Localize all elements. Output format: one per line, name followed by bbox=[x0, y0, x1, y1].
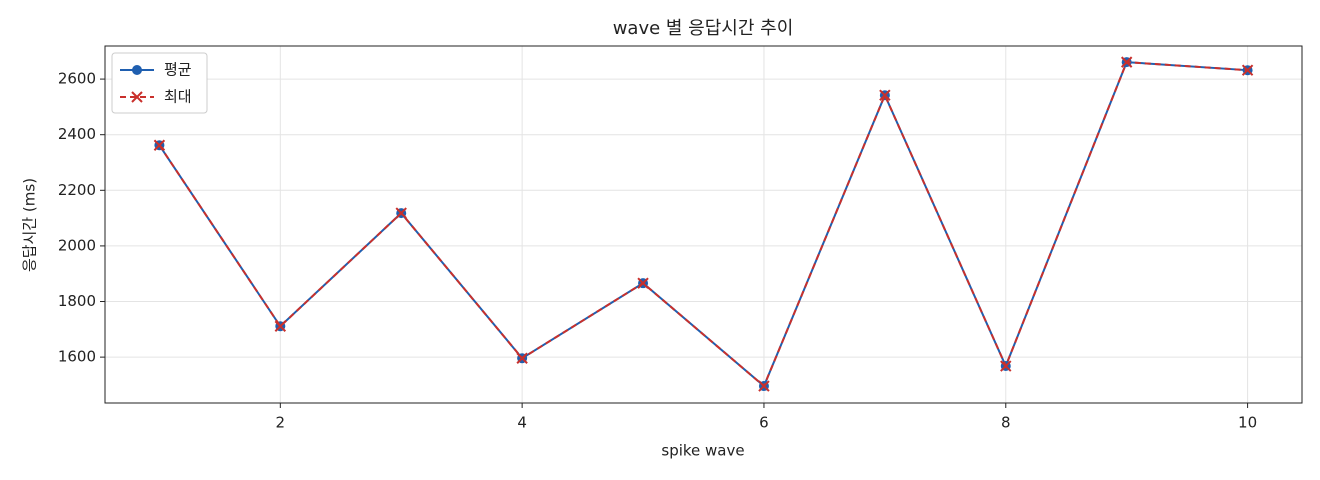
marker bbox=[395, 207, 407, 219]
x-tick-label: 10 bbox=[1238, 414, 1257, 432]
y-tick-label: 2200 bbox=[58, 181, 96, 199]
y-tick-label: 2400 bbox=[58, 125, 96, 143]
series-line bbox=[158, 61, 1248, 388]
marker bbox=[1241, 64, 1254, 76]
marker bbox=[1000, 360, 1012, 372]
y-tick-label: 1800 bbox=[58, 292, 96, 310]
chart-title: wave 별 응답시간 추이 bbox=[613, 18, 794, 39]
marker bbox=[131, 91, 143, 103]
marker bbox=[132, 65, 142, 75]
y-axis-label: 응답시간 (ms) bbox=[21, 178, 39, 272]
x-tick-label: 8 bbox=[1001, 414, 1011, 432]
legend-label: 평균 bbox=[164, 61, 192, 79]
marker bbox=[879, 89, 891, 101]
x-tick-label: 4 bbox=[517, 414, 527, 432]
legend-label: 최대 bbox=[164, 88, 192, 106]
legend-box bbox=[111, 52, 208, 114]
marker bbox=[516, 352, 528, 364]
plot-frame bbox=[104, 45, 1303, 404]
series-line bbox=[158, 61, 1248, 388]
y-tick-label: 2000 bbox=[58, 236, 96, 254]
marker bbox=[758, 380, 770, 392]
marker bbox=[637, 277, 649, 289]
marker bbox=[274, 320, 287, 332]
x-axis-label: spike wave bbox=[661, 442, 744, 460]
marker bbox=[1120, 56, 1133, 68]
y-tick-label: 1600 bbox=[58, 348, 96, 366]
x-tick-label: 2 bbox=[276, 414, 286, 432]
y-tick-label: 2600 bbox=[58, 70, 96, 88]
x-tick-label: 6 bbox=[759, 414, 769, 432]
marker bbox=[153, 139, 166, 151]
